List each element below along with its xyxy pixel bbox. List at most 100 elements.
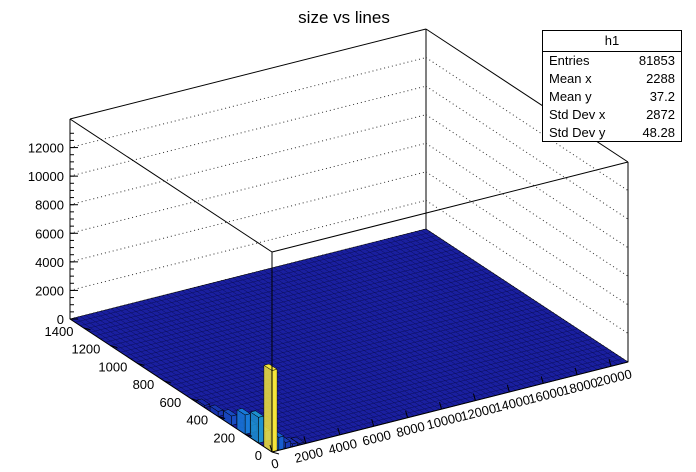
stats-row: Entries 81853 — [543, 52, 681, 70]
grid-line — [425, 114, 629, 249]
floor-grid — [130, 268, 487, 360]
floor-grid — [246, 345, 603, 436]
floor-grid — [125, 265, 482, 356]
bin-front — [217, 409, 224, 417]
z-tick-label: 8000 — [35, 198, 64, 213]
x-tick-label: 20000 — [595, 366, 634, 389]
stats-label: Mean y — [549, 89, 592, 104]
stats-row: Std Dev y 48.28 — [543, 124, 681, 142]
floor-grid — [135, 271, 492, 363]
chart-title: size vs lines — [298, 8, 390, 27]
stats-rows: Entries 81853 Mean x 2288 Mean y 37.2 Std Dev … — [543, 52, 681, 142]
bins — [195, 363, 305, 453]
y-tick — [271, 451, 280, 455]
x-tick-label: 8000 — [395, 419, 427, 441]
bin-front — [271, 368, 278, 453]
stats-value: 37.2 — [649, 89, 675, 104]
grid-line — [425, 200, 629, 334]
floor-grid — [186, 305, 543, 396]
floor-grid — [231, 335, 588, 426]
x-tick-label: 10000 — [425, 409, 464, 432]
floor-grid — [90, 242, 447, 333]
x-tick — [405, 410, 409, 418]
grid-line — [425, 85, 629, 220]
floor-grid — [100, 248, 457, 340]
y-tick — [83, 327, 91, 331]
bin-bar — [263, 363, 278, 453]
floor-grid — [145, 278, 502, 370]
floor-grid — [241, 341, 598, 433]
stats-label: Mean x — [549, 71, 592, 86]
z-tick-label: 12000 — [28, 141, 64, 156]
floor-grid — [165, 291, 523, 383]
floor-grid — [201, 315, 558, 406]
stats-title: h1 — [543, 31, 681, 52]
y-tick — [137, 362, 145, 366]
floor-grid — [74, 232, 432, 323]
x-tick-label: 18000 — [561, 375, 600, 398]
floor-grid — [196, 311, 553, 403]
frame-edge — [69, 318, 273, 453]
x-tick — [472, 393, 476, 401]
y-tick-label: 1000 — [98, 359, 127, 374]
stats-value: 2872 — [646, 107, 675, 122]
x-tick — [506, 384, 510, 393]
z-tick-label: 4000 — [35, 255, 64, 270]
floor-grid — [266, 358, 624, 449]
y-tick — [217, 416, 226, 420]
grid-line — [425, 142, 629, 277]
floor-grid — [236, 338, 593, 429]
y-tick-label: 400 — [186, 413, 208, 428]
grid-line — [425, 171, 629, 306]
floor-grid — [85, 238, 442, 330]
y-tick — [191, 398, 199, 402]
x-tick-label: 4000 — [327, 436, 359, 458]
stats-value: 2288 — [646, 71, 675, 86]
stats-value: 48.28 — [642, 125, 675, 140]
x-tick — [337, 427, 341, 435]
stats-label: Entries — [549, 53, 590, 68]
stats-label: Std Dev y — [549, 125, 606, 140]
floor-grid — [120, 262, 477, 353]
x-tick — [608, 359, 612, 367]
frame-edge — [271, 361, 629, 453]
floor-grid — [80, 235, 437, 326]
z-tick-label: 6000 — [35, 226, 64, 241]
y-tick-label: 200 — [213, 430, 235, 445]
bin-bar — [236, 408, 251, 435]
x-tick-label: 0 — [270, 455, 281, 471]
x-tick-label: 12000 — [459, 401, 498, 424]
floor-grid — [175, 298, 533, 390]
x-tick — [269, 444, 273, 453]
floor-grid — [160, 288, 517, 380]
floor-grid — [140, 275, 497, 366]
y-tick-label: 1200 — [71, 342, 100, 357]
x-tick — [540, 376, 544, 384]
y-tick-label: 800 — [133, 377, 155, 392]
frame-front — [69, 118, 629, 453]
y-tick — [110, 345, 118, 349]
x-tick — [303, 436, 307, 444]
floor-grid — [221, 328, 578, 419]
floor-grid — [251, 348, 608, 439]
frame-edge — [271, 161, 629, 253]
stats-row: Mean x 2288 — [543, 70, 681, 88]
grid-line — [69, 114, 427, 206]
frame-edge — [69, 118, 273, 253]
floor-grid — [155, 285, 512, 376]
floor-grid — [261, 355, 618, 446]
floor-grid — [226, 331, 583, 423]
y-tick — [244, 433, 253, 437]
floor-grid — [95, 245, 452, 336]
bin-bar — [249, 410, 265, 444]
floor-grid — [191, 308, 548, 400]
grid-line — [69, 57, 427, 149]
floor-grid — [105, 252, 462, 343]
x-tick-label: 6000 — [361, 427, 393, 449]
z-tick-label: 0 — [57, 312, 64, 327]
stats-value: 81853 — [638, 53, 675, 68]
x-tick — [439, 402, 443, 410]
stats-label: Std Dev x — [549, 107, 606, 122]
x-tick-label: 16000 — [527, 383, 566, 406]
